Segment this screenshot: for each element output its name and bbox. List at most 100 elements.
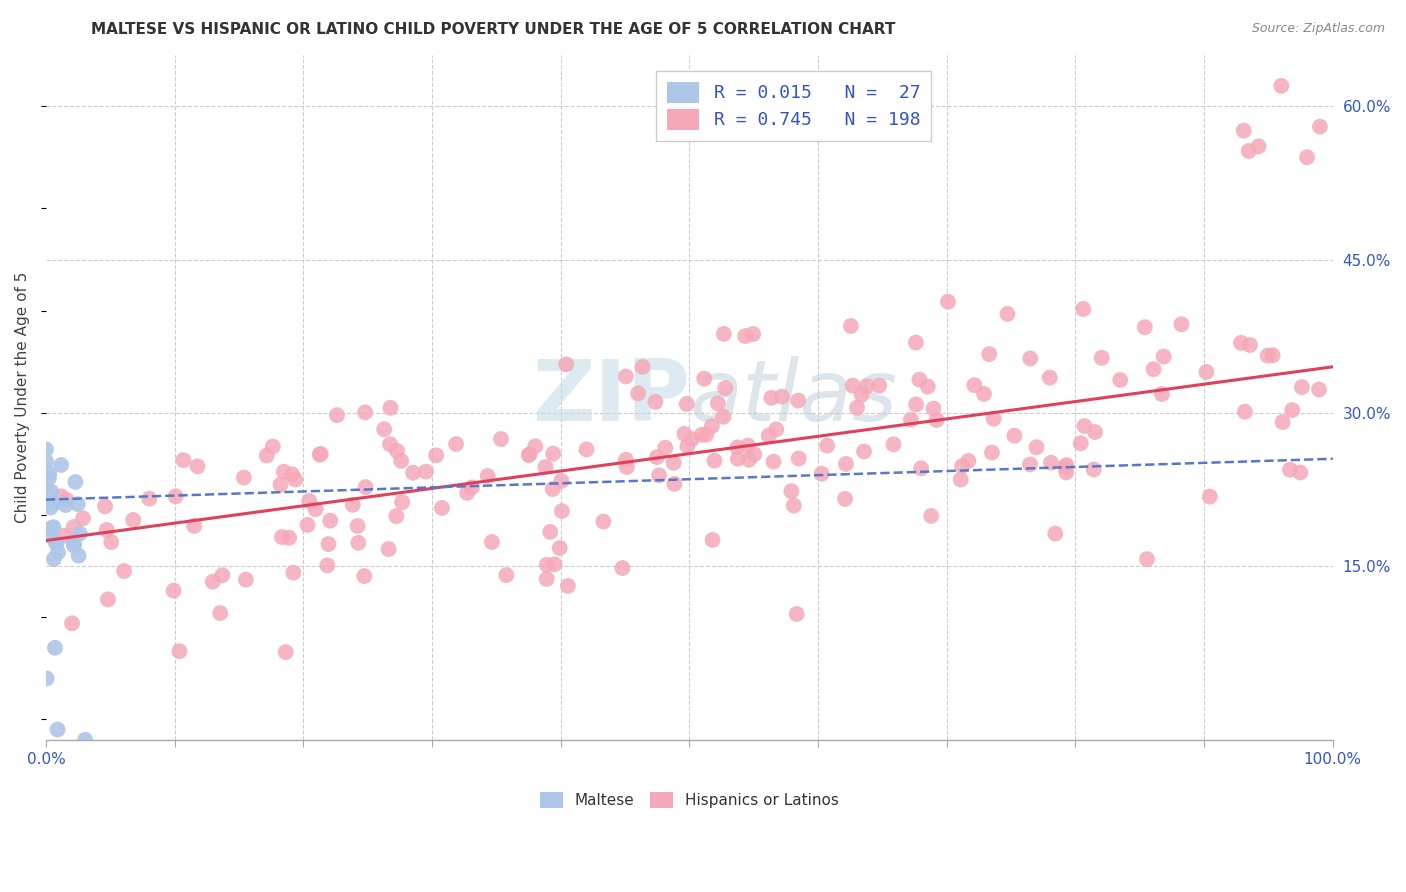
Point	[309, 447, 332, 461]
Point	[900, 413, 922, 427]
Point	[75, 732, 97, 747]
Point	[1109, 373, 1132, 387]
Point	[183, 519, 205, 533]
Point	[45, 535, 67, 549]
Point	[274, 645, 297, 659]
Point	[676, 439, 699, 453]
Point	[950, 459, 973, 474]
Point	[908, 373, 931, 387]
Point	[910, 461, 932, 475]
Point	[481, 535, 503, 549]
Point	[1136, 552, 1159, 566]
Point	[1308, 383, 1330, 397]
Point	[209, 606, 232, 620]
Point	[842, 378, 865, 392]
Point	[1039, 370, 1062, 384]
Point	[1019, 458, 1042, 472]
Point	[681, 432, 703, 446]
Point	[851, 387, 873, 401]
Point	[786, 607, 808, 621]
Point	[979, 347, 1001, 361]
Point	[65, 475, 87, 489]
Point	[644, 395, 666, 409]
Point	[675, 397, 697, 411]
Point	[787, 393, 810, 408]
Point	[627, 386, 650, 401]
Point	[839, 318, 862, 333]
Point	[846, 401, 869, 415]
Point	[347, 536, 370, 550]
Text: Source: ZipAtlas.com: Source: ZipAtlas.com	[1251, 22, 1385, 36]
Point	[787, 451, 810, 466]
Point	[1230, 335, 1253, 350]
Point	[461, 480, 484, 494]
Point	[835, 457, 858, 471]
Point	[38, 467, 60, 481]
Point	[35, 442, 58, 457]
Point	[1291, 380, 1313, 394]
Point	[541, 447, 564, 461]
Point	[614, 452, 637, 467]
Point	[780, 484, 803, 499]
Point	[856, 379, 879, 393]
Point	[60, 616, 83, 631]
Point	[69, 526, 91, 541]
Point	[378, 437, 401, 451]
Point	[541, 482, 564, 496]
Point	[385, 444, 408, 458]
Point	[201, 574, 224, 589]
Point	[415, 465, 437, 479]
Point	[742, 447, 765, 461]
Point	[1084, 425, 1107, 439]
Point	[278, 531, 301, 545]
Point	[235, 573, 257, 587]
Point	[39, 521, 62, 535]
Point	[354, 405, 377, 419]
Text: MALTESE VS HISPANIC OR LATINO CHILD POVERTY UNDER THE AGE OF 5 CORRELATION CHART: MALTESE VS HISPANIC OR LATINO CHILD POVE…	[91, 22, 896, 37]
Point	[1039, 456, 1062, 470]
Point	[1073, 419, 1095, 434]
Point	[319, 514, 342, 528]
Point	[44, 640, 66, 655]
Point	[853, 444, 876, 458]
Point	[232, 470, 254, 484]
Point	[63, 539, 86, 553]
Point	[55, 493, 77, 508]
Point	[631, 359, 654, 374]
Point	[45, 536, 67, 550]
Point	[270, 477, 292, 491]
Point	[690, 427, 713, 442]
Point	[162, 583, 184, 598]
Point	[761, 391, 783, 405]
Point	[592, 515, 614, 529]
Point	[62, 520, 84, 534]
Point	[273, 465, 295, 479]
Point	[519, 447, 541, 461]
Point	[1289, 466, 1312, 480]
Point	[737, 438, 759, 452]
Point	[662, 456, 685, 470]
Point	[1270, 78, 1292, 93]
Point	[1261, 348, 1284, 362]
Point	[1025, 440, 1047, 454]
Point	[1257, 349, 1279, 363]
Point	[42, 520, 65, 534]
Point	[1281, 403, 1303, 417]
Point	[304, 502, 326, 516]
Point	[1091, 351, 1114, 365]
Point	[815, 439, 838, 453]
Point	[725, 441, 748, 455]
Point	[664, 476, 686, 491]
Point	[917, 379, 939, 393]
Text: atlas: atlas	[689, 356, 897, 439]
Point	[700, 419, 723, 434]
Point	[980, 445, 1002, 459]
Point	[936, 294, 959, 309]
Point	[734, 329, 756, 343]
Point	[738, 452, 761, 467]
Point	[905, 397, 928, 411]
Point	[1195, 365, 1218, 379]
Point	[758, 428, 780, 442]
Point	[534, 460, 557, 475]
Point	[1237, 144, 1260, 158]
